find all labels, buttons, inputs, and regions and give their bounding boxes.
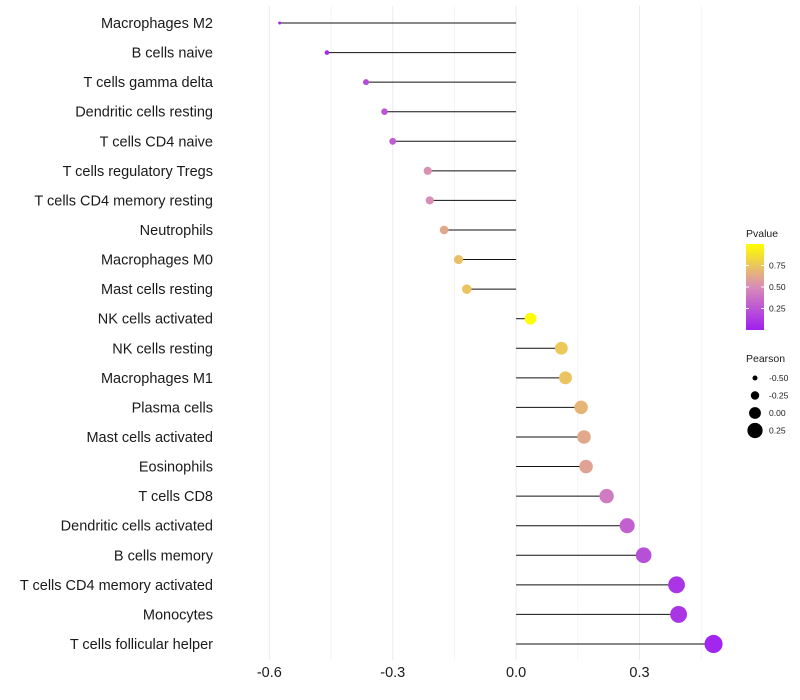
y-tick-label: Neutrophils xyxy=(140,223,213,239)
lollipop-stems xyxy=(279,22,714,645)
pvalue-colorbar xyxy=(746,244,764,330)
data-point xyxy=(670,605,688,623)
y-tick-label: Macrophages M2 xyxy=(101,16,213,32)
pvalue-legend: Pvalue 0.25 0.50 0.75 xyxy=(746,228,786,330)
pvalue-legend-label: 0.50 xyxy=(769,282,786,292)
data-point xyxy=(524,312,537,325)
pearson-legend-dot xyxy=(749,407,761,419)
y-tick-label: B cells memory xyxy=(114,548,214,564)
y-tick-label: T cells CD4 naive xyxy=(100,134,213,150)
data-point xyxy=(389,137,397,145)
y-tick-label: Eosinophils xyxy=(139,460,213,476)
y-tick-label: T cells gamma delta xyxy=(84,75,214,91)
data-point xyxy=(704,634,723,654)
y-tick-label: T cells regulatory Tregs xyxy=(63,164,213,180)
grid-lines xyxy=(268,6,702,660)
pearson-legend-dot xyxy=(747,422,763,439)
x-tick-label: -0.3 xyxy=(380,665,405,681)
y-tick-label: NK cells resting xyxy=(112,341,213,357)
data-point xyxy=(577,430,591,444)
data-point xyxy=(635,547,652,564)
pearson-legend: Pearson -0.50 -0.25 0.00 0.25 xyxy=(746,353,789,439)
y-tick-label: B cells naive xyxy=(132,46,213,62)
y-tick-label: Mast cells resting xyxy=(101,282,213,298)
y-tick-label: Dendritic cells resting xyxy=(75,105,213,121)
y-tick-label: Plasma cells xyxy=(132,400,213,416)
y-axis-labels: Macrophages M2 B cells naive T cells gamma… xyxy=(20,16,214,653)
data-point xyxy=(554,341,568,355)
data-point xyxy=(453,254,464,265)
pearson-legend-label: 0.00 xyxy=(769,408,786,418)
data-point xyxy=(619,518,635,534)
data-point xyxy=(462,284,472,294)
data-point xyxy=(381,108,388,116)
pvalue-legend-ticks: 0.25 0.50 0.75 xyxy=(746,261,786,314)
y-tick-label: Monocytes xyxy=(143,607,213,623)
y-tick-label: Mast cells activated xyxy=(86,430,213,446)
pvalue-legend-label: 0.25 xyxy=(769,304,786,314)
pvalue-legend-label: 0.75 xyxy=(769,261,786,271)
pearson-legend-title: Pearson xyxy=(746,353,785,365)
data-point xyxy=(574,400,588,415)
data-point xyxy=(324,50,330,55)
data-point xyxy=(425,196,434,205)
pvalue-legend-title: Pvalue xyxy=(746,228,778,240)
pearson-legend-dot xyxy=(752,375,758,381)
y-tick-label: Dendritic cells activated xyxy=(61,519,213,535)
pearson-legend-keys: -0.50 -0.25 0.00 0.25 xyxy=(747,373,789,439)
y-tick-label: NK cells activated xyxy=(98,312,213,328)
pearson-legend-label: -0.25 xyxy=(769,391,789,401)
pearson-legend-dot xyxy=(750,391,760,400)
data-point xyxy=(363,79,369,86)
data-point xyxy=(439,225,449,235)
data-point xyxy=(599,488,614,504)
x-tick-label: 0.3 xyxy=(629,665,649,681)
data-point xyxy=(559,371,572,385)
x-tick-label: -0.6 xyxy=(257,665,282,681)
y-tick-label: T cells CD4 memory activated xyxy=(20,578,213,594)
data-point xyxy=(668,576,685,594)
y-tick-label: Macrophages M1 xyxy=(101,371,213,387)
data-point xyxy=(278,21,282,25)
pearson-legend-label: 0.25 xyxy=(769,426,786,436)
pearson-legend-label: -0.50 xyxy=(769,373,789,383)
y-tick-label: T cells follicular helper xyxy=(70,637,213,653)
data-point xyxy=(423,166,432,175)
y-tick-label: T cells CD8 xyxy=(138,489,213,505)
x-tick-label: 0.0 xyxy=(506,665,526,681)
data-point xyxy=(579,459,593,474)
y-tick-label: Macrophages M0 xyxy=(101,253,213,269)
y-tick-label: T cells CD4 memory resting xyxy=(34,193,213,209)
x-axis-tick-labels: -0.6 -0.3 0.0 0.3 xyxy=(257,665,650,681)
lollipop-points xyxy=(278,21,723,654)
